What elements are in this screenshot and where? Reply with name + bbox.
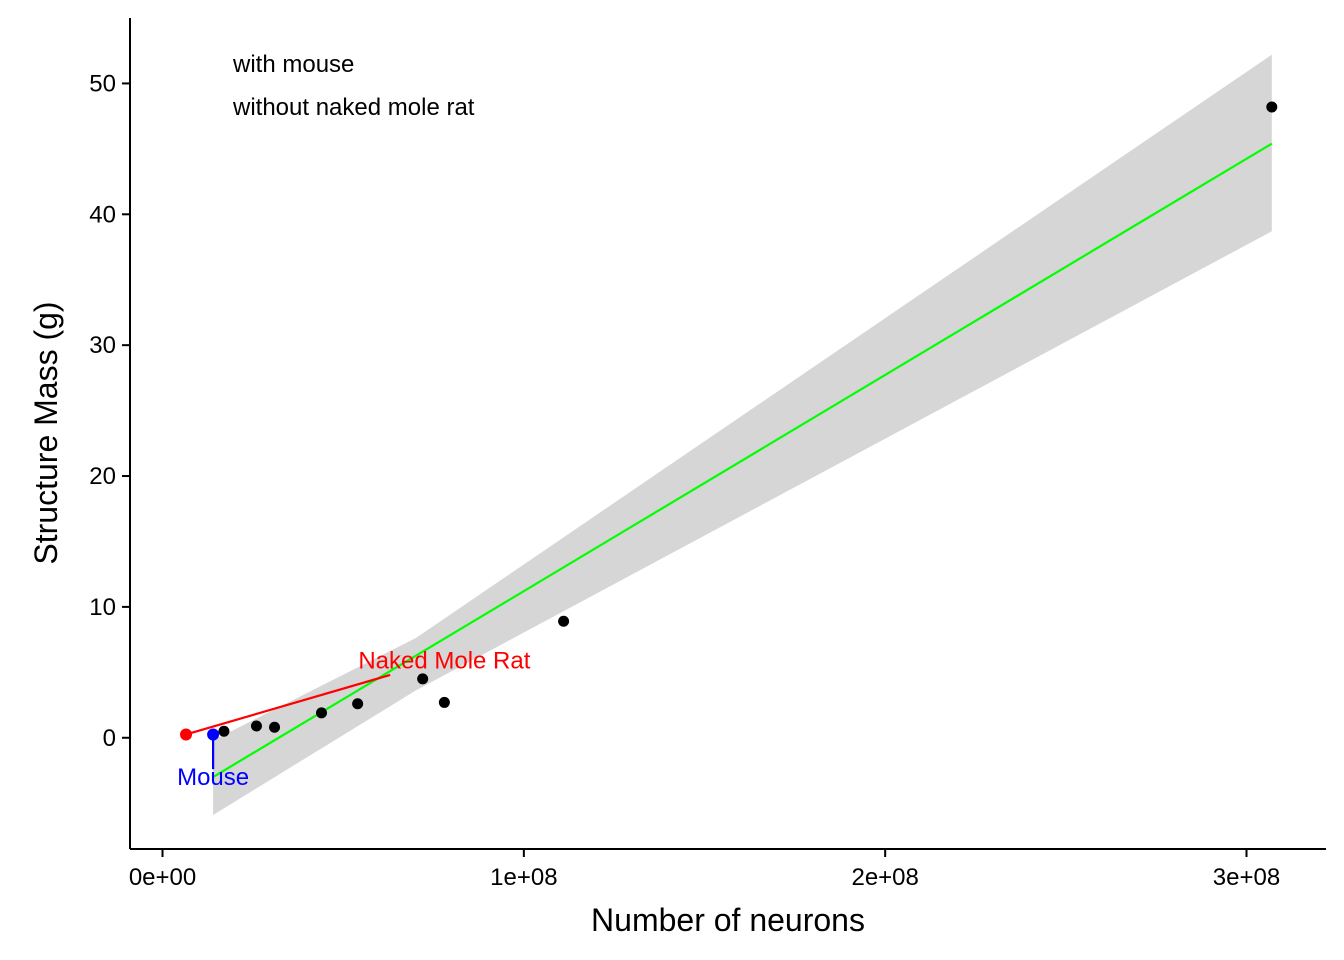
confidence-band [213,54,1272,815]
data-point [352,698,364,710]
x-tick-label: 1e+08 [490,864,557,891]
fit-line-layer [212,142,1273,778]
data-point [1266,101,1278,113]
x-tick-label: 2e+08 [851,864,918,891]
data-point [250,720,262,732]
highlighted-points-layer: Naked Mole Rat Mouse [177,647,531,790]
y-axis-ticks: 0 10 20 30 40 50 [89,70,130,752]
y-tick-label: 30 [89,332,116,359]
x-axis-ticks: 0e+00 1e+08 2e+08 3e+08 [129,849,1280,891]
mouse-point [207,728,220,741]
x-axis-title: Number of neurons [591,902,865,938]
data-point [558,615,570,627]
y-tick-label: 20 [89,463,116,490]
y-tick-label: 40 [89,201,116,228]
x-tick-label: 3e+08 [1213,864,1280,891]
naked-mole-rat-connector [185,673,391,736]
data-point [316,707,328,719]
y-tick-label: 10 [89,594,116,621]
annotation-with-mouse: with mouse [232,51,354,78]
y-tick-label: 50 [89,70,116,97]
annotation-without-naked-mole-rat: without naked mole rat [232,94,475,121]
data-point [269,721,281,733]
data-point [218,725,230,737]
naked-mole-rat-point [180,728,193,741]
x-tick-label: 0e+00 [129,864,196,891]
data-points-layer [218,101,1278,737]
y-tick-label: 0 [103,725,116,752]
y-axis-title: Structure Mass (g) [28,301,64,564]
mouse-label: Mouse [177,764,249,791]
naked-mole-rat-label: Naked Mole Rat [358,647,530,674]
confidence-band-layer [213,54,1272,815]
data-point [438,696,450,708]
data-point [417,673,429,685]
fit-line [212,142,1273,778]
